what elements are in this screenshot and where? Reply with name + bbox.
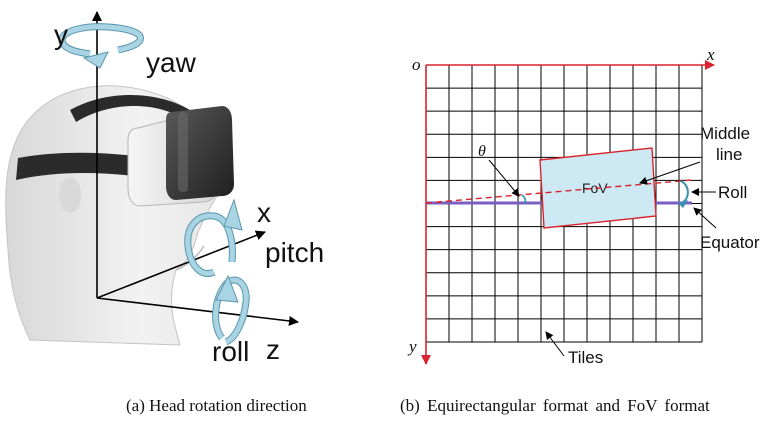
roll-arc [680, 180, 689, 204]
x-axis [96, 230, 266, 299]
head-illustration [5, 85, 234, 346]
axis-z-label: z [266, 334, 280, 365]
roll-label: roll [212, 336, 249, 367]
ear [59, 177, 81, 213]
yaw-rotation-icon [58, 23, 144, 69]
fov-label: FoV [582, 180, 608, 196]
roll-arc-head [678, 200, 688, 208]
headset-strap-top [70, 94, 190, 122]
axis-x-label: x [257, 197, 271, 228]
middle-line-pointer [639, 161, 701, 185]
visor-highlight [178, 112, 188, 192]
tiles-label: Tiles [568, 348, 603, 367]
yaw-label: yaw [146, 47, 197, 78]
roll-rotation-icon [212, 274, 250, 346]
middle-line-label-2: line [716, 145, 742, 164]
middle-line-label-1: Middle [700, 124, 750, 143]
y-label: y [407, 337, 417, 356]
panel-b-equirectangular: FoV o x y θ Middle line Roll Equator Til… [407, 45, 760, 367]
theta-pointer [488, 159, 520, 197]
equator-label: Equator [700, 233, 760, 252]
headset-strap-side [16, 152, 150, 180]
panel-a-head-rotation: y yaw x pitch roll z [5, 11, 324, 367]
headset-visor [166, 106, 234, 200]
z-axis [96, 297, 299, 326]
caption-a: (a) Head rotation direction [126, 396, 307, 415]
theta-label: θ [478, 143, 486, 160]
tiles-pointer [545, 331, 565, 357]
axis-y-label: y [54, 19, 68, 50]
pitch-rotation-icon [184, 198, 243, 277]
x-label: x [706, 45, 715, 64]
origin-label: o [412, 55, 421, 74]
equator-pointer [693, 207, 717, 229]
caption-b: (b) Equirectangular format and FoV forma… [400, 396, 710, 415]
theta-angle-arc [521, 194, 527, 205]
pitch-label: pitch [265, 237, 324, 268]
roll-label-b: Roll [718, 183, 747, 202]
